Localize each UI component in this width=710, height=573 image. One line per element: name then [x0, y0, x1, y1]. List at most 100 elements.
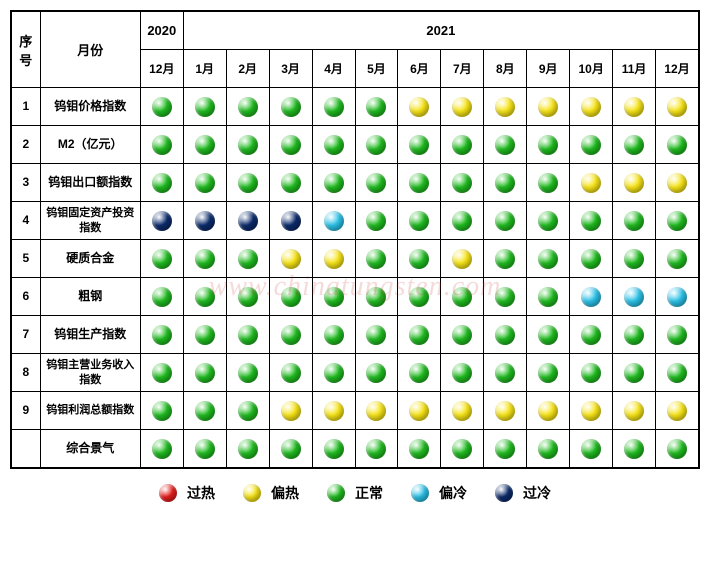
green-dot-icon — [327, 484, 345, 502]
data-cell — [656, 88, 699, 126]
green-dot — [195, 401, 215, 421]
table-row: 1钨钼价格指数 — [12, 88, 699, 126]
data-cell — [269, 430, 312, 468]
yellow-dot — [324, 401, 344, 421]
cyan-dot — [667, 287, 687, 307]
data-cell — [312, 88, 355, 126]
legend-item-red: 过热 — [159, 483, 215, 503]
data-cell — [613, 392, 656, 430]
data-cell — [484, 278, 527, 316]
data-cell — [441, 316, 484, 354]
green-dot — [452, 173, 472, 193]
data-cell — [355, 126, 398, 164]
yellow-dot — [324, 249, 344, 269]
green-dot — [324, 363, 344, 383]
green-dot — [452, 135, 472, 155]
green-dot — [581, 363, 601, 383]
data-cell — [613, 354, 656, 392]
yellow-dot — [538, 97, 558, 117]
green-dot — [195, 325, 215, 345]
data-cell — [355, 316, 398, 354]
cyan-dot — [324, 211, 344, 231]
green-dot — [195, 173, 215, 193]
data-cell — [269, 354, 312, 392]
green-dot — [366, 211, 386, 231]
data-cell — [613, 240, 656, 278]
green-dot — [452, 325, 472, 345]
row-seq: 1 — [12, 88, 41, 126]
green-dot — [324, 173, 344, 193]
data-cell — [312, 354, 355, 392]
row-name: 钨钼出口额指数 — [40, 164, 140, 202]
data-cell — [183, 278, 226, 316]
yellow-dot — [281, 401, 301, 421]
green-dot — [152, 97, 172, 117]
data-cell — [527, 240, 570, 278]
data-cell — [183, 164, 226, 202]
green-dot — [195, 97, 215, 117]
green-dot — [409, 325, 429, 345]
green-dot — [409, 135, 429, 155]
row-seq: 8 — [12, 354, 41, 392]
green-dot — [538, 363, 558, 383]
green-dot — [238, 325, 258, 345]
legend-label: 正常 — [355, 483, 383, 503]
yellow-dot — [624, 173, 644, 193]
yellow-dot — [452, 97, 472, 117]
green-dot — [538, 211, 558, 231]
data-cell — [484, 240, 527, 278]
data-cell — [570, 164, 613, 202]
row-name: 综合景气 — [40, 430, 140, 468]
yellow-dot — [624, 97, 644, 117]
green-dot — [366, 97, 386, 117]
data-cell — [441, 278, 484, 316]
data-cell — [613, 316, 656, 354]
data-cell — [226, 354, 269, 392]
data-cell — [355, 164, 398, 202]
data-cell — [441, 202, 484, 240]
data-cell — [269, 278, 312, 316]
month-header-7: 7月 — [441, 50, 484, 88]
yellow-dot — [667, 173, 687, 193]
data-cell — [183, 88, 226, 126]
green-dot — [667, 135, 687, 155]
green-dot — [538, 249, 558, 269]
data-cell — [441, 88, 484, 126]
month-header-4: 4月 — [312, 50, 355, 88]
green-dot — [538, 287, 558, 307]
green-dot — [238, 97, 258, 117]
green-dot — [495, 363, 515, 383]
data-cell — [140, 392, 183, 430]
data-cell — [398, 430, 441, 468]
green-dot — [409, 363, 429, 383]
data-cell — [269, 164, 312, 202]
data-cell — [484, 164, 527, 202]
yellow-dot — [624, 401, 644, 421]
data-cell — [183, 392, 226, 430]
green-dot — [667, 211, 687, 231]
month-header-5: 5月 — [355, 50, 398, 88]
data-cell — [269, 88, 312, 126]
legend-item-yellow: 偏热 — [243, 483, 299, 503]
data-cell — [656, 126, 699, 164]
yellow-dot — [581, 173, 601, 193]
green-dot — [495, 439, 515, 459]
green-dot — [581, 439, 601, 459]
legend-label: 偏热 — [271, 483, 299, 503]
data-cell — [527, 354, 570, 392]
green-dot — [538, 135, 558, 155]
navy-dot — [152, 211, 172, 231]
green-dot — [409, 173, 429, 193]
data-cell — [613, 430, 656, 468]
green-dot — [409, 211, 429, 231]
yellow-dot — [495, 401, 515, 421]
table-row: 3钨钼出口额指数 — [12, 164, 699, 202]
green-dot — [324, 325, 344, 345]
data-cell — [613, 88, 656, 126]
data-cell — [441, 240, 484, 278]
green-dot — [624, 363, 644, 383]
data-cell — [183, 240, 226, 278]
green-dot — [409, 249, 429, 269]
data-cell — [312, 164, 355, 202]
yellow-dot — [281, 249, 301, 269]
